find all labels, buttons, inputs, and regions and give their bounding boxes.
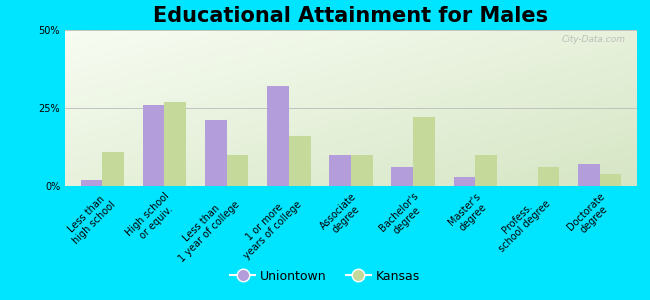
Bar [351,155,372,186]
Title: Educational Attainment for Males: Educational Attainment for Males [153,6,549,26]
Bar [267,86,289,186]
Bar [164,102,187,186]
Legend: Uniontown, Kansas: Uniontown, Kansas [225,265,425,288]
Bar [289,136,311,186]
Bar [391,167,413,186]
Bar [227,155,248,186]
Bar [81,180,102,186]
Bar [413,117,435,186]
Bar [475,155,497,186]
Bar [454,177,475,186]
Bar [205,121,227,186]
Bar [143,105,164,186]
Bar [578,164,600,186]
Bar [330,155,351,186]
Bar [102,152,124,186]
Bar [538,167,559,186]
Text: City-Data.com: City-Data.com [562,35,625,44]
Bar [600,173,621,186]
